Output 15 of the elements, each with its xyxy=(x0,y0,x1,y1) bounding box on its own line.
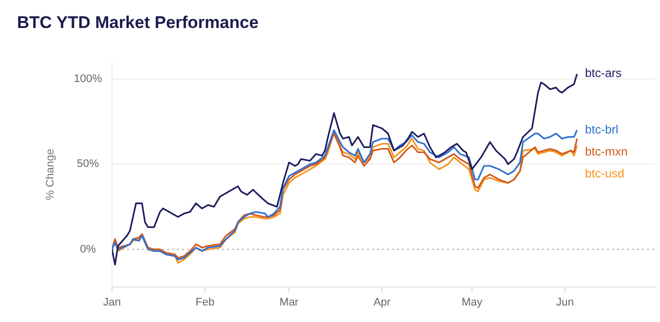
x-tick-label: Mar xyxy=(280,296,299,308)
x-tick-label: Jun xyxy=(556,296,574,308)
y-tick-label: 50% xyxy=(76,158,100,170)
series-label: btc-usd xyxy=(585,166,624,180)
y-axis-title: % Change xyxy=(44,148,57,200)
x-tick-label: May xyxy=(462,296,483,308)
series-label: btc-ars xyxy=(585,66,622,80)
y-tick-label: 0% xyxy=(80,243,96,256)
chart-title: BTC YTD Market Performance xyxy=(17,13,259,33)
x-tick-label: Jan xyxy=(103,296,121,308)
x-tick-label: Apr xyxy=(373,296,391,308)
series-label: btc-brl xyxy=(585,122,618,136)
x-tick-label: Feb xyxy=(196,296,214,308)
y-tick-label: 100% xyxy=(74,73,102,86)
series-label: btc-mxn xyxy=(585,144,628,158)
